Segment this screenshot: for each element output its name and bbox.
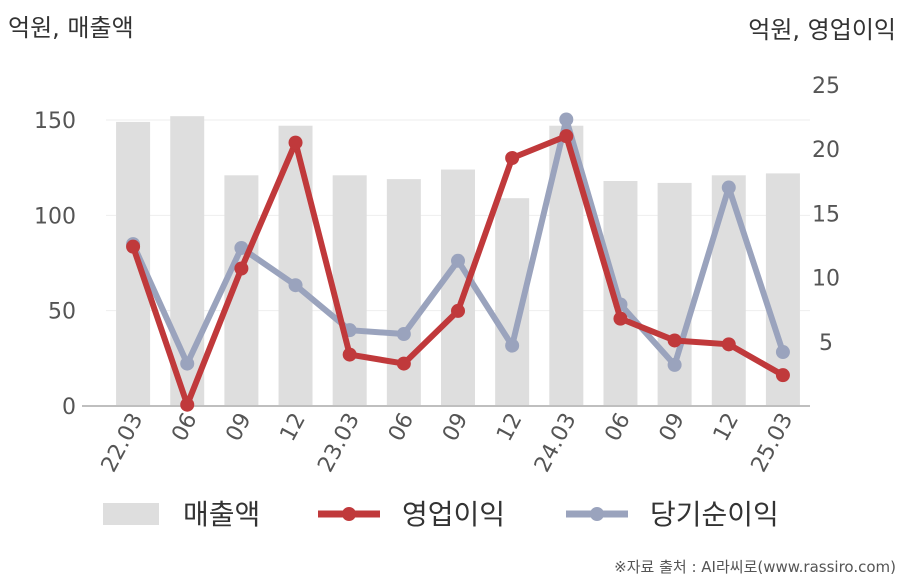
legend-operating-profit-label: 영업이익 — [402, 498, 505, 531]
x-axis-tick-label: 12 — [492, 409, 527, 445]
revenue-bar — [332, 175, 367, 406]
right-axis-unit-label: 억원, 영업이익 — [748, 16, 896, 44]
revenue-bars — [116, 116, 800, 406]
net-profit-point — [451, 253, 465, 268]
left-axis-unit-label: 억원, 매출액 — [8, 14, 134, 42]
revenue-bar — [441, 169, 475, 406]
x-axis-tick-label: 09 — [221, 409, 256, 445]
left-axis-tick-label: 50 — [48, 300, 76, 325]
operating-profit-point — [775, 368, 790, 383]
left-axis-tick-label: 0 — [62, 395, 76, 420]
net-profit-point — [775, 345, 790, 360]
net-profit-point — [505, 338, 520, 353]
net-profit-point — [288, 278, 303, 293]
right-axis-tick-label: 25 — [812, 74, 840, 99]
x-axis-tick-label: 25.03 — [747, 409, 799, 476]
right-axis-tick-label: 20 — [812, 138, 840, 163]
operating-profit-point — [721, 337, 736, 352]
x-axis-tick-label: 23.03 — [313, 409, 365, 476]
x-axis-tick-label: 09 — [655, 409, 690, 445]
operating-profit-point — [234, 261, 249, 276]
legend-net-profit-marker — [590, 507, 604, 521]
operating-profit-point — [613, 311, 628, 326]
net-profit-point — [180, 356, 195, 371]
revenue-bar — [386, 179, 421, 406]
operating-profit-point — [505, 150, 520, 165]
net-profit-point — [721, 180, 736, 195]
operating-profit-point — [559, 129, 574, 144]
revenue-bar — [657, 182, 692, 406]
right-axis-tick-label: 5 — [819, 331, 833, 356]
legend-revenue-swatch — [103, 503, 159, 525]
profit-lines — [126, 112, 790, 412]
net-profit-point — [396, 327, 411, 342]
right-axis-tick-label: 15 — [812, 202, 840, 227]
legend-net-profit-label: 당기순이익 — [650, 498, 779, 531]
revenue-bar — [711, 175, 746, 406]
operating-profit-point — [180, 397, 195, 412]
source-credit: ※자료 출처 : AI라씨로(www.rassiro.com) — [614, 558, 896, 576]
revenue-bar — [603, 181, 638, 406]
x-axis-tick-label: 06 — [167, 409, 202, 445]
net-profit-point — [559, 112, 574, 127]
operating-profit-point — [126, 239, 141, 254]
legend-operating-profit-marker — [342, 507, 356, 521]
operating-profit-point — [288, 135, 303, 150]
x-axis-tick-label: 12 — [276, 409, 311, 445]
left-axis-tick-label: 100 — [34, 204, 76, 229]
x-axis-tick-label: 09 — [438, 409, 473, 445]
legend: 매출액 영업이익 당기순이익 — [103, 498, 779, 531]
left-axis-tick-label: 150 — [34, 109, 76, 134]
x-axis-tick-label: 06 — [384, 409, 419, 445]
x-axis-tick-label: 22.03 — [97, 409, 149, 476]
right-axis-tick-label: 10 — [812, 267, 840, 292]
x-axis-tick-label: 12 — [709, 409, 744, 445]
x-axis-tick-label: 06 — [601, 409, 636, 445]
x-axis-tick-label: 24.03 — [530, 409, 582, 476]
legend-revenue-label: 매출액 — [183, 498, 260, 531]
operating-profit-point — [396, 356, 411, 371]
operating-profit-point — [667, 333, 682, 348]
net-profit-point — [234, 240, 249, 255]
operating-profit-point — [451, 303, 465, 318]
operating-profit-point — [342, 347, 357, 362]
net-profit-point — [667, 357, 682, 372]
